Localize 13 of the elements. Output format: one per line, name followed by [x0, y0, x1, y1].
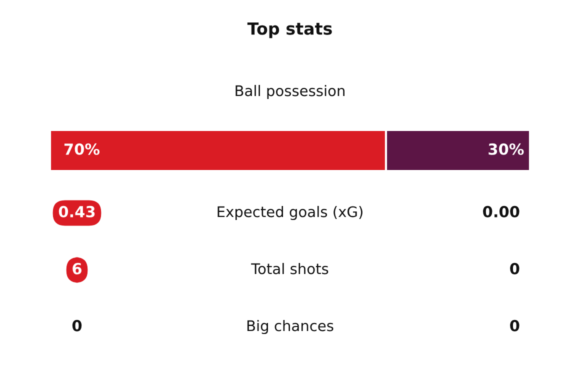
text: 0.43 — [58, 206, 95, 218]
text: 0 — [510, 262, 520, 274]
text: Total shots — [251, 262, 328, 274]
chart-subtitle: Ball possession — [236, 84, 344, 100]
chart-title: Top stats — [247, 22, 332, 38]
text: 0 — [72, 320, 82, 332]
data-label: 30% — [488, 143, 524, 155]
text: Expected goals (xG) — [218, 206, 362, 220]
data-label: 70% — [64, 143, 100, 155]
text: 0.00 — [483, 206, 520, 218]
text: 6 — [72, 262, 82, 274]
text: Big chances — [247, 320, 334, 334]
text: 0 — [510, 320, 520, 332]
